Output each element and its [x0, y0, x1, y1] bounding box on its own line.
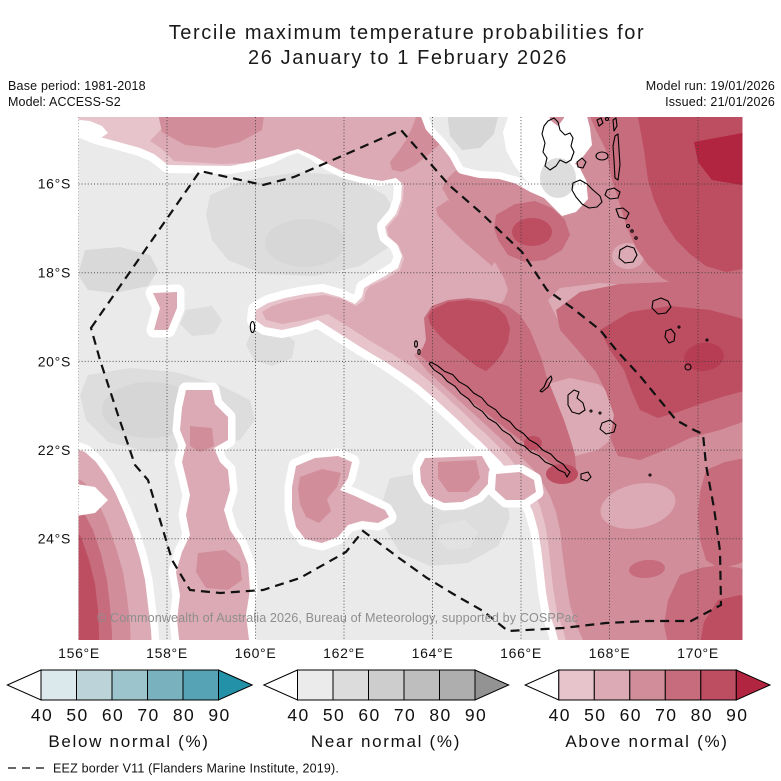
svg-text:156°E: 156°E — [58, 645, 100, 661]
svg-text:40: 40 — [31, 705, 53, 725]
svg-text:170°E: 170°E — [677, 645, 719, 661]
svg-text:60: 60 — [620, 705, 642, 725]
svg-text:80: 80 — [691, 705, 713, 725]
svg-text:40: 40 — [549, 705, 571, 725]
svg-text:80: 80 — [173, 705, 195, 725]
svg-text:90: 90 — [465, 705, 487, 725]
svg-text:50: 50 — [584, 705, 606, 725]
svg-text:22°S: 22°S — [38, 442, 71, 458]
svg-text:158°E: 158°E — [146, 645, 188, 661]
svg-text:Tercile maximum temperature pr: Tercile maximum temperature probabilitie… — [169, 22, 646, 44]
svg-text:70: 70 — [137, 705, 159, 725]
svg-text:164°E: 164°E — [412, 645, 454, 661]
svg-text:60: 60 — [102, 705, 124, 725]
svg-text:24°S: 24°S — [38, 531, 71, 547]
svg-text:26 January to 1 February 2026: 26 January to 1 February 2026 — [248, 47, 568, 69]
svg-text:90: 90 — [208, 705, 230, 725]
svg-text:60: 60 — [358, 705, 380, 725]
svg-text:50: 50 — [66, 705, 88, 725]
svg-text:168°E: 168°E — [589, 645, 631, 661]
svg-text:70: 70 — [655, 705, 677, 725]
svg-text:20°S: 20°S — [38, 354, 71, 370]
svg-text:Model: ACCESS-S2: Model: ACCESS-S2 — [8, 95, 121, 109]
svg-text:80: 80 — [429, 705, 451, 725]
svg-text:EEZ border V11 (Flanders Marin: EEZ border V11 (Flanders Marine Institut… — [53, 762, 339, 776]
svg-text:162°E: 162°E — [323, 645, 365, 661]
svg-text:160°E: 160°E — [235, 645, 277, 661]
svg-text:Model run: 19/01/2026: Model run: 19/01/2026 — [646, 79, 775, 93]
svg-text:166°E: 166°E — [500, 645, 542, 661]
svg-text:70: 70 — [394, 705, 416, 725]
svg-text:40: 40 — [287, 705, 309, 725]
svg-text:18°S: 18°S — [38, 265, 71, 281]
svg-text:Issued: 21/01/2026: Issued: 21/01/2026 — [665, 95, 775, 109]
svg-text:© Commonwealth of Australia 20: © Commonwealth of Australia 2026, Bureau… — [97, 611, 578, 625]
svg-text:Base period: 1981-2018: Base period: 1981-2018 — [8, 79, 146, 93]
svg-text:90: 90 — [726, 705, 748, 725]
svg-text:50: 50 — [323, 705, 345, 725]
svg-text:Above normal (%): Above normal (%) — [565, 732, 728, 751]
svg-text:16°S: 16°S — [38, 176, 71, 192]
svg-text:Near normal (%): Near normal (%) — [311, 732, 461, 751]
svg-text:Below normal (%): Below normal (%) — [48, 732, 209, 751]
